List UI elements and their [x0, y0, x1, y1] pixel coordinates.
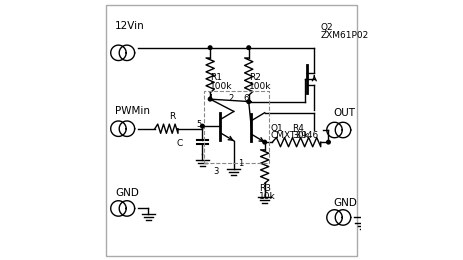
Text: OUT: OUT [333, 108, 355, 118]
Text: 100k: 100k [210, 82, 232, 92]
Text: 100k: 100k [248, 82, 271, 92]
Text: R4: R4 [292, 124, 304, 133]
Circle shape [246, 46, 250, 49]
Text: GND: GND [115, 188, 138, 198]
Text: 30k: 30k [292, 131, 308, 140]
Text: GND: GND [333, 198, 357, 209]
Circle shape [200, 124, 204, 128]
Text: C: C [176, 139, 182, 148]
Circle shape [208, 46, 212, 49]
Text: R1: R1 [210, 73, 222, 82]
Circle shape [326, 140, 330, 144]
Text: 6: 6 [243, 94, 249, 103]
Circle shape [263, 140, 266, 144]
Text: 5: 5 [195, 120, 200, 129]
Text: ZXM61P02: ZXM61P02 [320, 31, 368, 40]
Text: R: R [169, 112, 175, 121]
Text: CMXT3946: CMXT3946 [269, 131, 318, 140]
Text: 4: 4 [207, 94, 212, 103]
Text: R2: R2 [248, 73, 260, 82]
Text: 12Vin: 12Vin [115, 21, 144, 31]
Text: 1: 1 [238, 159, 243, 168]
Circle shape [208, 97, 212, 101]
Text: Q1: Q1 [269, 124, 282, 133]
Text: Q2: Q2 [320, 23, 332, 32]
Text: 10k: 10k [258, 192, 275, 201]
Text: 2: 2 [228, 94, 233, 103]
Circle shape [246, 100, 250, 103]
Text: R3: R3 [258, 184, 270, 193]
Text: PWMin: PWMin [115, 106, 150, 116]
Text: 3: 3 [213, 167, 218, 176]
